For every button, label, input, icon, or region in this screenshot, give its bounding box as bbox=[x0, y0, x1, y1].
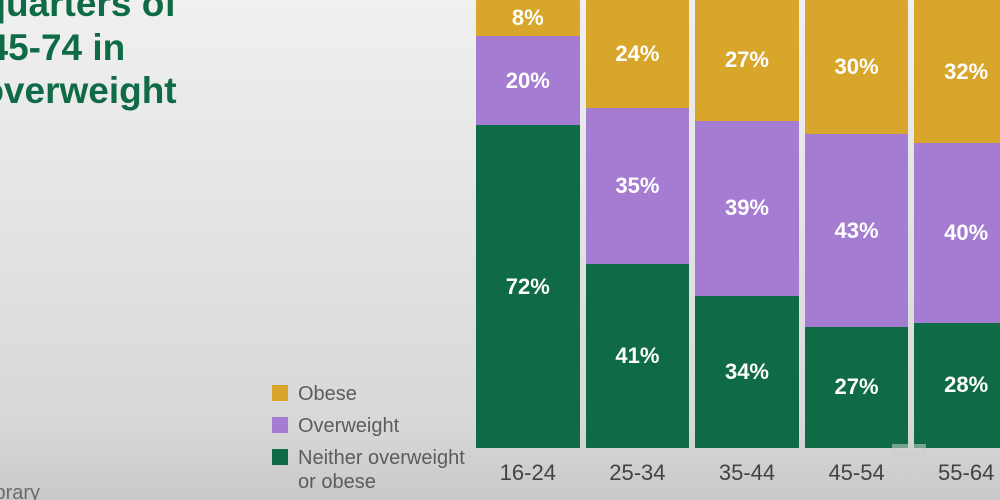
source-credit: ital of Commons Library bbox=[0, 456, 240, 500]
bar-value-label: 72% bbox=[506, 274, 550, 300]
bar-segment-obese: 32% bbox=[914, 0, 1000, 143]
bar-segment-obese: 24% bbox=[586, 0, 690, 108]
bar-value-label: 40% bbox=[944, 220, 988, 246]
bar-value-label: 32% bbox=[944, 59, 988, 85]
x-axis-label: 25-34 bbox=[586, 460, 690, 486]
headline-line: se bbox=[0, 113, 400, 157]
bar-value-label: 8% bbox=[512, 5, 544, 31]
bar-value-label: 41% bbox=[615, 343, 659, 369]
bar-segment-overweight: 40% bbox=[914, 143, 1000, 322]
bar-value-label: 43% bbox=[835, 218, 879, 244]
bar-value-label: 24% bbox=[615, 41, 659, 67]
bar: 24% 35% 41% bbox=[586, 0, 690, 448]
bar-value-label: 27% bbox=[835, 374, 879, 400]
bars-area: 8% 20% 72% 24% 35% 41% 27% 39% 34% 30% 43% 27% 32% 40… bbox=[476, 0, 1000, 448]
legend-swatch bbox=[272, 385, 288, 401]
bar-segment-obese: 8% bbox=[476, 0, 580, 36]
source-line: of Commons Library bbox=[0, 481, 240, 500]
legend-swatch bbox=[272, 449, 288, 465]
legend-swatch bbox=[272, 417, 288, 433]
headline-line: nd are overweight bbox=[0, 69, 400, 113]
bar-value-label: 28% bbox=[944, 372, 988, 398]
bar-segment-overweight: 35% bbox=[586, 108, 690, 265]
legend-item: Obese bbox=[272, 382, 482, 406]
bar-segment-neither: 28% bbox=[914, 323, 1000, 448]
bar-value-label: 35% bbox=[615, 173, 659, 199]
legend-item: Overweight bbox=[272, 414, 482, 438]
legend-label: Overweight bbox=[298, 414, 399, 438]
bar-segment-obese: 30% bbox=[805, 0, 909, 134]
infographic-root: t three quarters of e aged 45-74 in nd a… bbox=[0, 0, 1000, 500]
legend-label: Neither overweight or obese bbox=[298, 446, 482, 494]
bar-value-label: 39% bbox=[725, 195, 769, 221]
x-axis-label: 55-64 bbox=[914, 460, 1000, 486]
bar-value-label: 34% bbox=[725, 359, 769, 385]
source-line: ital bbox=[0, 456, 240, 481]
stacked-bar-chart: 8% 20% 72% 24% 35% 41% 27% 39% 34% 30% 43% 27% 32% 40… bbox=[476, 0, 1000, 500]
bar-value-label: 20% bbox=[506, 68, 550, 94]
x-axis-label: 16-24 bbox=[476, 460, 580, 486]
headline-line: e aged 45-74 in bbox=[0, 26, 400, 70]
bar-value-label: 27% bbox=[725, 47, 769, 73]
bar: 8% 20% 72% bbox=[476, 0, 580, 448]
bar-segment-neither: 72% bbox=[476, 125, 580, 448]
bar-segment-neither: 41% bbox=[586, 264, 690, 448]
bar: 30% 43% 27% bbox=[805, 0, 909, 448]
bar-segment-neither: 34% bbox=[695, 296, 799, 448]
headline: t three quarters of e aged 45-74 in nd a… bbox=[0, 0, 400, 157]
x-axis-label: 35-44 bbox=[695, 460, 799, 486]
bar-value-label: 30% bbox=[835, 54, 879, 80]
headline-line: t three quarters of bbox=[0, 0, 400, 26]
legend-label: Obese bbox=[298, 382, 357, 406]
bookmark-icon bbox=[892, 444, 926, 486]
bar-segment-neither: 27% bbox=[805, 327, 909, 448]
bar: 27% 39% 34% bbox=[695, 0, 799, 448]
legend-item: Neither overweight or obese bbox=[272, 446, 482, 494]
bar: 32% 40% 28% bbox=[914, 0, 1000, 448]
legend: Obese Overweight Neither overweight or obe… bbox=[272, 382, 482, 500]
bar-segment-overweight: 20% bbox=[476, 36, 580, 126]
bar-segment-overweight: 43% bbox=[805, 134, 909, 327]
bar-segment-obese: 27% bbox=[695, 0, 799, 121]
bar-segment-overweight: 39% bbox=[695, 121, 799, 296]
